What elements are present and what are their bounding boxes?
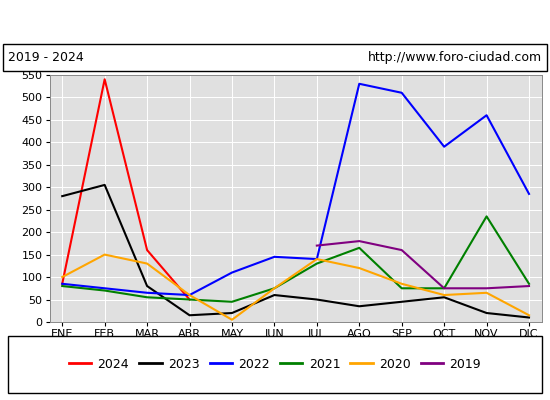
Legend: 2024, 2023, 2022, 2021, 2020, 2019: 2024, 2023, 2022, 2021, 2020, 2019: [69, 358, 481, 370]
Text: 2019 - 2024: 2019 - 2024: [8, 51, 84, 64]
FancyBboxPatch shape: [3, 44, 547, 71]
FancyBboxPatch shape: [8, 336, 542, 393]
Text: http://www.foro-ciudad.com: http://www.foro-ciudad.com: [367, 51, 542, 64]
Text: Evolucion Nº Turistas Nacionales en el municipio de Romanos: Evolucion Nº Turistas Nacionales en el m…: [50, 14, 501, 28]
